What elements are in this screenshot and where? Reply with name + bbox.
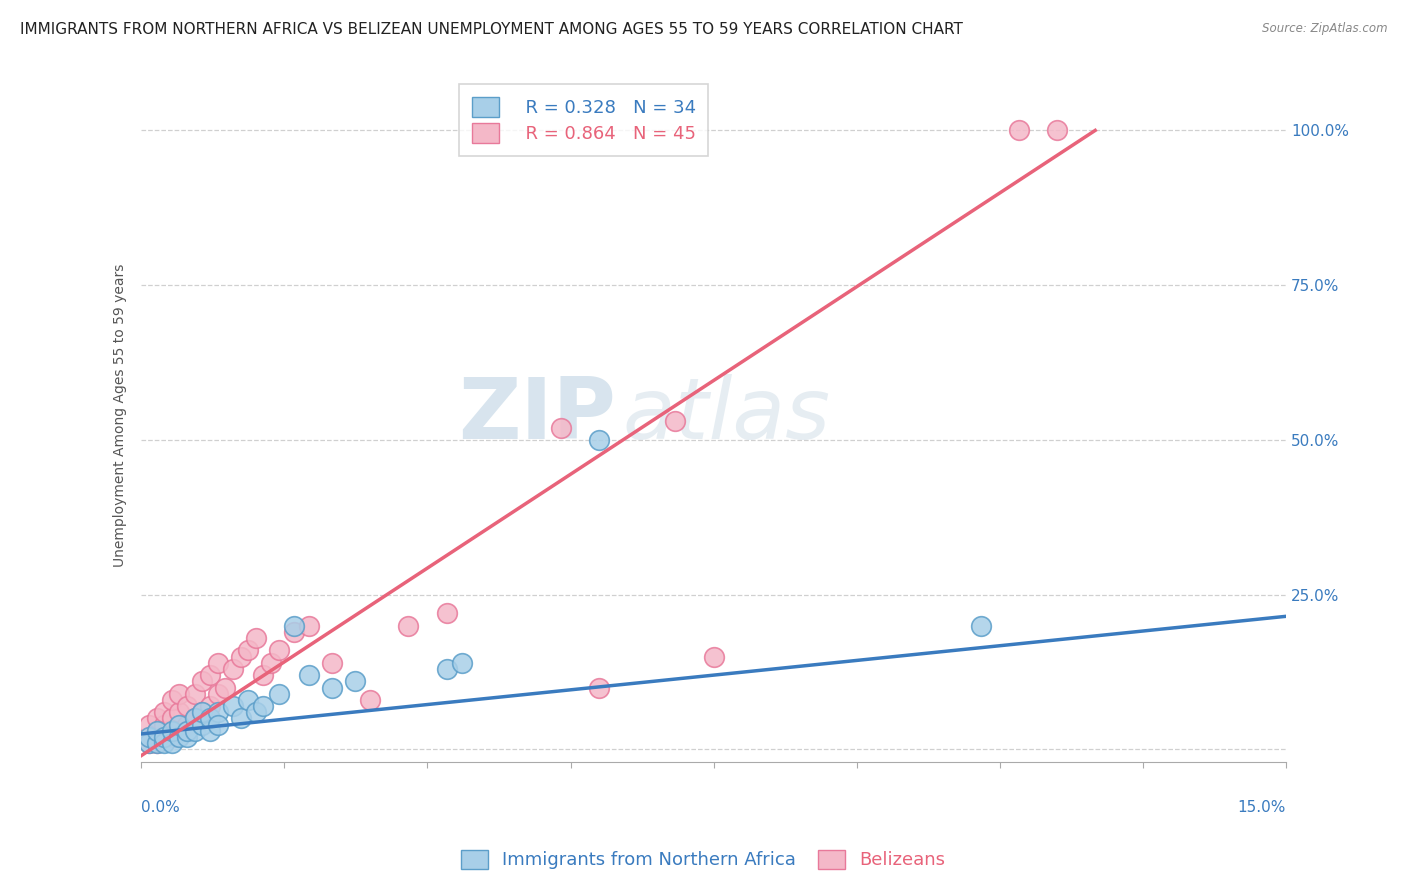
Point	[321, 656, 343, 670]
Point	[191, 706, 214, 720]
Point	[321, 681, 343, 695]
Point	[703, 649, 725, 664]
Point	[191, 717, 214, 731]
Point	[1046, 123, 1069, 137]
Point	[176, 730, 198, 744]
Point	[198, 711, 221, 725]
Point	[298, 618, 321, 632]
Point	[145, 711, 167, 725]
Point	[145, 723, 167, 738]
Point	[169, 706, 191, 720]
Point	[153, 736, 176, 750]
Point	[436, 662, 458, 676]
Point	[1008, 123, 1031, 137]
Point	[198, 699, 221, 714]
Point	[183, 687, 205, 701]
Point	[436, 606, 458, 620]
Point	[298, 668, 321, 682]
Point	[970, 618, 993, 632]
Point	[183, 711, 205, 725]
Point	[267, 643, 290, 657]
Point	[283, 618, 305, 632]
Point	[207, 656, 229, 670]
Point	[222, 699, 245, 714]
Point	[229, 711, 252, 725]
Point	[169, 717, 191, 731]
Point	[138, 736, 160, 750]
Y-axis label: Unemployment Among Ages 55 to 59 years: Unemployment Among Ages 55 to 59 years	[114, 263, 128, 566]
Point	[207, 706, 229, 720]
Text: IMMIGRANTS FROM NORTHERN AFRICA VS BELIZEAN UNEMPLOYMENT AMONG AGES 55 TO 59 YEA: IMMIGRANTS FROM NORTHERN AFRICA VS BELIZ…	[20, 22, 963, 37]
Point	[160, 723, 183, 738]
Point	[145, 723, 167, 738]
Point	[222, 662, 245, 676]
Text: 15.0%: 15.0%	[1237, 800, 1286, 815]
Point	[450, 656, 472, 670]
Point	[252, 668, 274, 682]
Point	[176, 699, 198, 714]
Point	[145, 736, 167, 750]
Point	[236, 693, 259, 707]
Point	[191, 674, 214, 689]
Point	[343, 674, 366, 689]
Text: atlas: atlas	[621, 374, 830, 457]
Point	[183, 723, 205, 738]
Point	[550, 420, 572, 434]
Point	[191, 706, 214, 720]
Point	[283, 624, 305, 639]
Point	[664, 414, 686, 428]
Point	[160, 693, 183, 707]
Point	[138, 730, 160, 744]
Point	[252, 699, 274, 714]
Text: 0.0%: 0.0%	[142, 800, 180, 815]
Point	[588, 433, 610, 447]
Point	[153, 706, 176, 720]
Point	[138, 730, 160, 744]
Point	[214, 681, 236, 695]
Point	[183, 711, 205, 725]
Point	[176, 717, 198, 731]
Point	[588, 681, 610, 695]
Point	[169, 723, 191, 738]
Point	[145, 736, 167, 750]
Point	[245, 706, 267, 720]
Point	[169, 730, 191, 744]
Point	[229, 649, 252, 664]
Point	[176, 723, 198, 738]
Point	[198, 723, 221, 738]
Point	[160, 711, 183, 725]
Point	[236, 643, 259, 657]
Legend: Immigrants from Northern Africa, Belizeans: Immigrants from Northern Africa, Belizea…	[451, 840, 955, 879]
Text: Source: ZipAtlas.com: Source: ZipAtlas.com	[1263, 22, 1388, 36]
Point	[160, 730, 183, 744]
Point	[396, 618, 419, 632]
Point	[153, 730, 176, 744]
Point	[260, 656, 283, 670]
Point	[160, 736, 183, 750]
Point	[359, 693, 381, 707]
Point	[267, 687, 290, 701]
Point	[207, 717, 229, 731]
Point	[138, 736, 160, 750]
Point	[138, 717, 160, 731]
Point	[153, 717, 176, 731]
Point	[198, 668, 221, 682]
Text: ZIP: ZIP	[458, 374, 616, 457]
Point	[153, 730, 176, 744]
Legend:   R = 0.328   N = 34,   R = 0.864   N = 45: R = 0.328 N = 34, R = 0.864 N = 45	[460, 85, 709, 156]
Point	[169, 687, 191, 701]
Point	[245, 631, 267, 645]
Point	[207, 687, 229, 701]
